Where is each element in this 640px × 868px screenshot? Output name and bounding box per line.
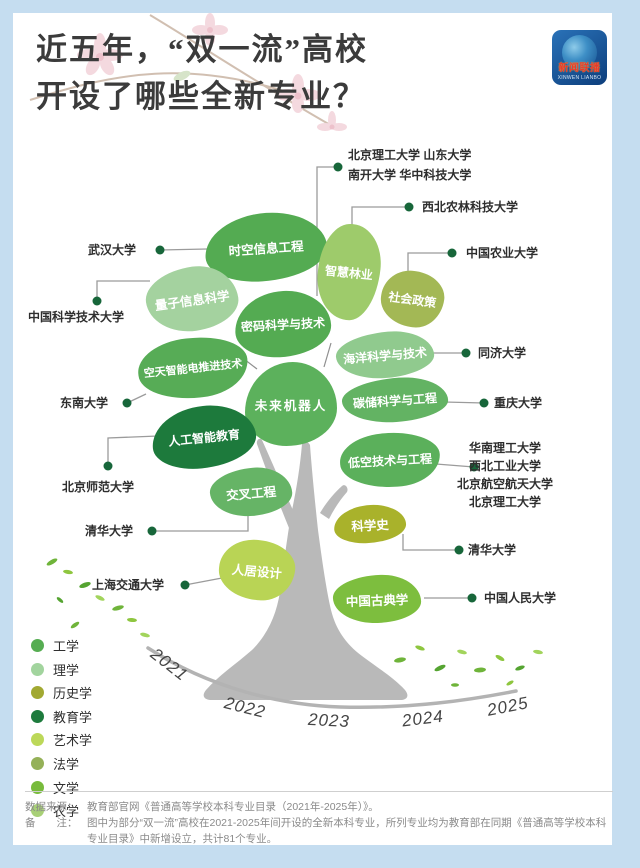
legend-color-dot	[31, 780, 44, 794]
uni-label-southeast: 东南大学	[60, 393, 108, 413]
data-source-label: 数据来源：	[25, 801, 78, 813]
legend-label: 理学	[53, 662, 80, 678]
uni-line: 中国科学技术大学	[28, 310, 125, 324]
page-title: 近五年，“双一流”高校 开设了哪些全新专业？	[36, 26, 368, 120]
legend-item: 工学	[31, 636, 92, 655]
page-title-line2: 开设了哪些全新专业？	[36, 79, 366, 114]
uni-line: 重庆大学	[494, 396, 543, 410]
uni-line: 同济大学	[478, 346, 527, 360]
uni-label-cau: 中国农业大学	[466, 243, 538, 263]
legend-label: 农学	[53, 804, 80, 820]
uni-line: 中国人民大学	[484, 591, 557, 605]
uni-label-ustc: 中国科学技术大学	[28, 307, 124, 327]
uni-line: 北京理工大学 山东大学	[348, 148, 472, 162]
globe-icon	[562, 35, 597, 70]
uni-label-tongji: 同济大学	[478, 343, 526, 363]
uni-line: 华南理工大学	[468, 441, 541, 455]
note-label: 备 注：	[25, 817, 78, 829]
note-text: 图中为部分“双一流”高校在2021-2025年间开设的全新本科专业，所列专业均为…	[87, 817, 607, 845]
legend-item: 农学	[31, 801, 92, 820]
legend-label: 艺术学	[53, 733, 93, 749]
legend-color-dot	[31, 662, 44, 676]
legend-label: 工学	[53, 639, 80, 654]
uni-label-tsinghua-left: 清华大学	[85, 521, 133, 541]
uni-label-chongqing: 重庆大学	[494, 393, 542, 413]
data-source-text: 教育部官网《普通高等学校本科专业目录（2021年-2025年）》。	[87, 801, 379, 813]
xinwen-lianbo-logo: 新闻联播 XINWEN LIANBO	[552, 30, 607, 85]
uni-label-tsinghua-right: 清华大学	[468, 540, 516, 560]
uni-label-bnu: 北京师范大学	[62, 477, 134, 497]
uni-line: 西北农林科技大学	[422, 200, 519, 214]
legend-color-dot	[31, 804, 44, 818]
leaf-future-robotics: 未来机器人	[245, 362, 337, 446]
legend-color-dot	[31, 733, 44, 747]
legend-label: 法学	[53, 756, 80, 772]
legend-color-dot	[31, 639, 44, 652]
legend-item: 艺术学	[31, 730, 92, 749]
legend-color-dot	[31, 709, 44, 723]
uni-line: 上海交通大学	[92, 578, 165, 592]
note-row: 备 注： 图中为部分“双一流”高校在2021-2025年间开设的全新本科专业，所…	[25, 815, 613, 847]
uni-line: 武汉大学	[88, 243, 137, 257]
legend-item: 理学	[31, 660, 92, 679]
legend-label: 历史学	[53, 686, 93, 702]
legend-color-dot	[31, 686, 44, 700]
page-title-line1: 近五年，“双一流”高校	[36, 32, 368, 67]
flower-branch-decor	[29, 13, 347, 131]
scattered-leaves	[46, 558, 543, 687]
footer-notes: 数据来源： 教育部官网《普通高等学校本科专业目录（2021年-2025年）》。 …	[25, 791, 613, 847]
uni-line: 西北工业大学	[468, 459, 541, 473]
uni-line: 清华大学	[468, 543, 517, 557]
uni-label-ruc: 中国人民大学	[484, 588, 556, 608]
connector-dots	[92, 162, 489, 603]
legend-item: 法学	[31, 754, 92, 773]
category-legend: 工学 理学 历史学 教育学 艺术学 法学 文学 农学	[31, 636, 92, 820]
legend-item: 历史学	[31, 683, 92, 702]
uni-label-nwafu: 西北农林科技大学	[422, 197, 518, 217]
legend-label: 教育学	[53, 709, 93, 725]
data-source-row: 数据来源： 教育部官网《普通高等学校本科专业目录（2021年-2025年）》。	[25, 799, 613, 815]
uni-label-scut-npu-buaa-bit: 华南理工大学 西北工业大学 北京航空航天大学 北京理工大学	[446, 439, 564, 511]
uni-line: 东南大学	[60, 396, 109, 410]
uni-line: 北京理工大学	[468, 495, 541, 509]
uni-label-bit-sdu-nankai-hust: 北京理工大学 山东大学 南开大学 华中科技大学	[348, 145, 471, 185]
uni-line: 北京师范大学	[62, 480, 135, 494]
logo-subtitle: XINWEN LIANBO	[557, 75, 602, 81]
logo-title: 新闻联播	[558, 63, 601, 74]
legend-item: 教育学	[31, 707, 92, 726]
uni-line: 清华大学	[85, 524, 134, 538]
year-2023: 2023	[307, 709, 351, 732]
uni-line: 北京航空航天大学	[456, 477, 553, 491]
legend-color-dot	[31, 756, 44, 770]
uni-line: 南开大学 华中科技大学	[348, 168, 472, 182]
ground-curve	[146, 646, 518, 710]
uni-label-sjtu: 上海交通大学	[92, 575, 164, 595]
uni-line: 中国农业大学	[466, 246, 539, 260]
uni-label-wuhan: 武汉大学	[88, 240, 136, 260]
